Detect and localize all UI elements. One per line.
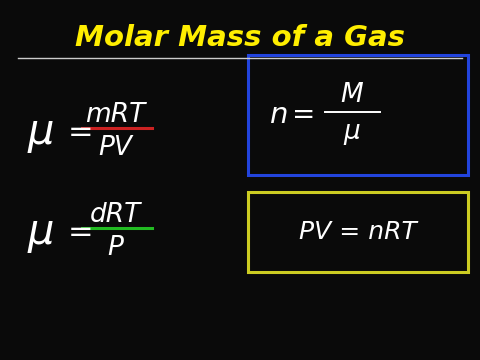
Text: Molar Mass of a Gas: Molar Mass of a Gas [75, 24, 405, 52]
Text: M: M [341, 82, 363, 108]
Text: P: P [107, 235, 123, 261]
Text: μ: μ [28, 111, 55, 153]
FancyBboxPatch shape [248, 55, 468, 175]
Text: μ: μ [28, 211, 55, 253]
Text: =: = [292, 101, 315, 129]
FancyBboxPatch shape [248, 192, 468, 272]
Text: PV = nRT: PV = nRT [299, 220, 417, 244]
Text: dRT: dRT [89, 202, 141, 228]
Text: =: = [68, 117, 94, 147]
Text: μ: μ [344, 119, 360, 145]
Text: =: = [68, 217, 94, 247]
Text: n: n [270, 101, 288, 129]
Text: mRT: mRT [85, 102, 145, 128]
Text: PV: PV [98, 135, 132, 161]
